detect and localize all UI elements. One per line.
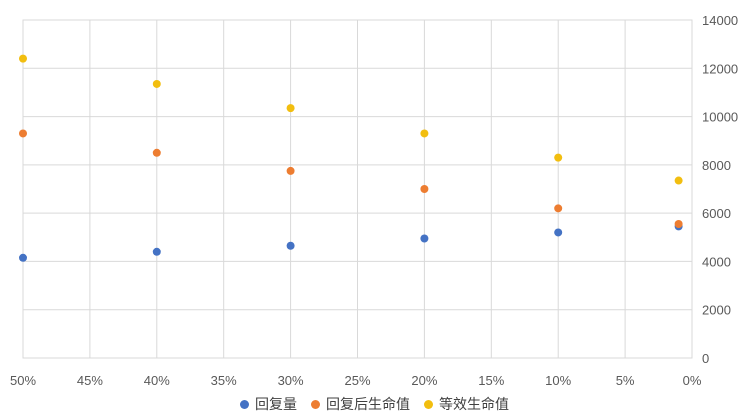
data-point-2 bbox=[19, 129, 27, 138]
data-point-1 bbox=[554, 228, 563, 237]
x-tick-label: 45% bbox=[77, 373, 103, 388]
x-tick-label: 40% bbox=[144, 373, 170, 388]
y-tick-label: 0 bbox=[702, 351, 709, 366]
data-point-3 bbox=[674, 176, 683, 185]
legend-item-3: 等效生命值 bbox=[424, 394, 509, 414]
legend-label: 回复量 bbox=[255, 396, 297, 412]
x-tick-label: 10% bbox=[545, 373, 571, 388]
y-tick-label: 12000 bbox=[702, 61, 738, 76]
plot-border bbox=[22, 19, 693, 359]
data-point-1 bbox=[286, 241, 295, 250]
legend-item-1: 回复量 bbox=[240, 394, 297, 414]
chart-legend: 回复量 回复后生命值 等效生命值 bbox=[0, 394, 749, 414]
data-point-3 bbox=[19, 54, 27, 63]
legend-marker bbox=[311, 399, 320, 409]
y-tick-label: 14000 bbox=[702, 13, 738, 28]
data-point-2 bbox=[674, 220, 683, 229]
y-tick-label: 2000 bbox=[702, 303, 731, 318]
legend-label: 等效生命值 bbox=[439, 396, 509, 412]
x-tick-label: 15% bbox=[478, 373, 504, 388]
x-tick-label: 30% bbox=[278, 373, 304, 388]
x-tick-label: 35% bbox=[211, 373, 237, 388]
data-point-3 bbox=[554, 153, 563, 162]
data-point-1 bbox=[19, 253, 27, 262]
x-tick-label: 25% bbox=[344, 373, 370, 388]
data-point-3 bbox=[286, 104, 295, 113]
data-point-3 bbox=[420, 129, 429, 138]
x-tick-label: 0% bbox=[683, 373, 702, 388]
data-point-1 bbox=[420, 234, 429, 243]
data-point-2 bbox=[152, 148, 161, 157]
data-point-2 bbox=[554, 204, 563, 213]
data-point-2 bbox=[420, 185, 429, 193]
data-point-2 bbox=[286, 166, 295, 175]
legend-label: 回复后生命值 bbox=[326, 396, 410, 412]
y-tick-label: 10000 bbox=[702, 110, 738, 125]
legend-marker bbox=[424, 399, 433, 409]
y-tick-label: 4000 bbox=[702, 254, 731, 269]
y-tick-label: 6000 bbox=[702, 206, 731, 221]
x-tick-label: 50% bbox=[10, 373, 36, 388]
data-point-1 bbox=[152, 247, 161, 256]
x-tick-label: 20% bbox=[411, 373, 437, 388]
legend-marker bbox=[240, 399, 249, 409]
y-tick-label: 8000 bbox=[702, 158, 731, 173]
legend-item-2: 回复后生命值 bbox=[311, 394, 410, 414]
x-tick-label: 5% bbox=[616, 373, 635, 388]
data-point-3 bbox=[152, 79, 161, 88]
